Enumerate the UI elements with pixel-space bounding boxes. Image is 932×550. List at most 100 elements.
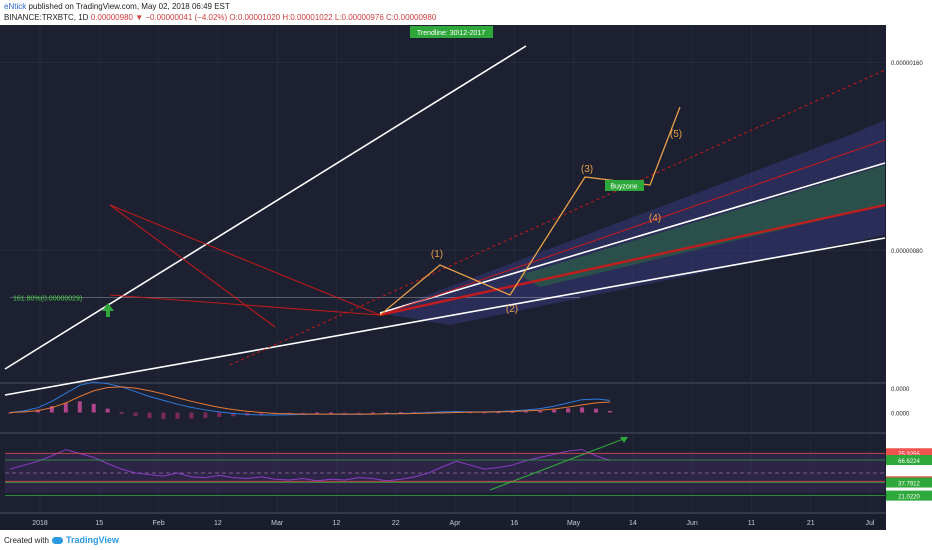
- macd-histogram-bar: [314, 412, 319, 414]
- macd-histogram-bar: [510, 411, 515, 413]
- rsi-tick-box: [886, 448, 932, 459]
- macd-tick-label: 0.0000: [891, 412, 910, 418]
- trendline-lower: [4, 237, 886, 396]
- time-tick-label: 21: [807, 520, 815, 527]
- macd-histogram-bar: [119, 412, 124, 414]
- trendline-label: Trendline: 30\12-2017: [417, 30, 485, 37]
- macd-signal-line: [9, 386, 611, 415]
- time-tick-label: May: [567, 520, 581, 527]
- rsi-tick-label: 66.6224: [898, 459, 920, 465]
- rsi-tick-label: 37.7912: [898, 482, 920, 488]
- time-tick-label: 12: [214, 520, 222, 527]
- ohlc-values: O:0.00001020 H:0.00001022 L:0.00000976 C…: [229, 13, 437, 22]
- green-fan-area: [520, 165, 885, 287]
- red-fan-line: [109, 204, 276, 328]
- wave-label: (5): [670, 129, 682, 140]
- macd-histogram-bar: [496, 412, 501, 414]
- time-axis-panel: [0, 514, 886, 530]
- tradingview-logo[interactable]: TradingView: [52, 535, 119, 545]
- wave-label: (4): [649, 213, 661, 224]
- time-tick-label: Apr: [450, 520, 462, 527]
- time-tick-label: 11: [748, 520, 755, 527]
- macd-histogram-bar: [133, 412, 138, 417]
- elliott-wave-path: [379, 106, 681, 316]
- macd-histogram-bar: [594, 408, 599, 413]
- macd-histogram-bar: [147, 412, 152, 419]
- chart-canvas[interactable]: 0.000017000.000016000.000015000.00001400…: [0, 25, 932, 530]
- time-tick-label: 14: [629, 520, 637, 527]
- price-change: 0.00000980 ▼ −0.00000041 (−4.02%): [90, 13, 228, 22]
- fib-level-label: 161.80%(0.00000029): [13, 295, 82, 302]
- tradingview-cloud-icon: [52, 537, 63, 545]
- wave-label: (3): [581, 164, 593, 175]
- time-tick-label: 22: [392, 520, 400, 527]
- macd-histogram-bar: [231, 412, 236, 417]
- red-fan-line: [379, 139, 886, 316]
- elliott-channel-area: [380, 120, 885, 325]
- author-link[interactable]: eNtick: [4, 2, 27, 11]
- publish-info: published on TradingView.com, May 02, 20…: [28, 2, 230, 11]
- chart-header: eNtick published on TradingView.com, May…: [0, 0, 932, 24]
- red-fan-line: [109, 294, 381, 316]
- ohlc-line: BINANCE:TRXBTC, 1D 0.00000980 ▼ −0.00000…: [4, 13, 436, 22]
- time-tick-label: Jul: [866, 520, 875, 527]
- macd-histogram-bar: [552, 409, 557, 413]
- price-tick-label: 0.00000160: [891, 61, 923, 67]
- macd-histogram-bar: [384, 412, 389, 414]
- publish-line: eNtick published on TradingView.com, May…: [4, 2, 230, 11]
- macd-tick-label: 0.0000: [891, 387, 910, 393]
- macd-histogram-bar: [538, 410, 543, 413]
- macd-histogram-bar: [580, 407, 585, 413]
- macd-histogram-bar: [77, 401, 82, 413]
- macd-histogram-bar: [524, 411, 529, 413]
- macd-histogram-bar: [63, 402, 68, 413]
- chart-background: [0, 25, 932, 530]
- macd-histogram-bar: [175, 412, 180, 419]
- macd-histogram-bar: [91, 403, 96, 413]
- macd-histogram-bar: [398, 412, 403, 414]
- macd-histogram-bar: [8, 412, 12, 414]
- rsi-line: [9, 449, 611, 482]
- tradingview-brand: TradingView: [66, 535, 119, 545]
- trendline-upper: [4, 45, 527, 370]
- rsi-trendline-arrow-icon: [620, 437, 628, 443]
- time-tick-label: Feb: [153, 520, 165, 527]
- time-tick-label: Jun: [686, 520, 697, 527]
- buy-zone-label: Buyzone: [610, 184, 637, 191]
- time-tick-label: 12: [333, 520, 341, 527]
- created-with-label: Created with: [4, 536, 49, 545]
- macd-histogram-bar: [342, 412, 347, 414]
- macd-histogram-bar: [259, 412, 264, 416]
- macd-histogram-bar: [566, 408, 571, 413]
- macd-histogram-bar: [203, 412, 208, 418]
- macd-histogram-bar: [287, 412, 292, 414]
- time-tick-label: 15: [95, 520, 103, 527]
- wave-label: (2): [506, 304, 518, 315]
- macd-histogram-bar: [356, 412, 361, 414]
- buy-arrow-icon: [102, 303, 114, 317]
- rsi-tick-box: [886, 455, 932, 466]
- buy-zone-box: [605, 180, 644, 191]
- trendline-mid: [379, 162, 886, 314]
- symbol-label: BINANCE:TRXBTC, 1D: [4, 13, 89, 22]
- red-fan-line: [379, 203, 886, 317]
- macd-histogram-bar: [161, 412, 166, 419]
- time-tick-label: 2018: [32, 520, 48, 527]
- chart-area[interactable]: 0.000017000.000016000.000015000.00001400…: [0, 25, 932, 530]
- time-tick-label: 16: [510, 520, 518, 527]
- macd-histogram-bar: [370, 412, 375, 414]
- macd-histogram-bar: [105, 408, 110, 413]
- macd-histogram-bar: [328, 412, 333, 414]
- macd-histogram-bar: [189, 412, 194, 419]
- macd-histogram-bar: [49, 406, 54, 413]
- price-axis-panel: [886, 25, 932, 530]
- rsi-tick-box: [886, 490, 932, 501]
- rsi-tick-box: [886, 477, 932, 488]
- macd-histogram-bar: [301, 412, 306, 414]
- trendline-label-box: [410, 26, 493, 38]
- time-tick-label: Mar: [271, 520, 284, 527]
- price-tick-label: 0.00000080: [891, 249, 923, 255]
- macd-histogram-bar: [608, 410, 612, 413]
- red-fan-line: [109, 204, 381, 316]
- wave-label: (1): [431, 249, 443, 260]
